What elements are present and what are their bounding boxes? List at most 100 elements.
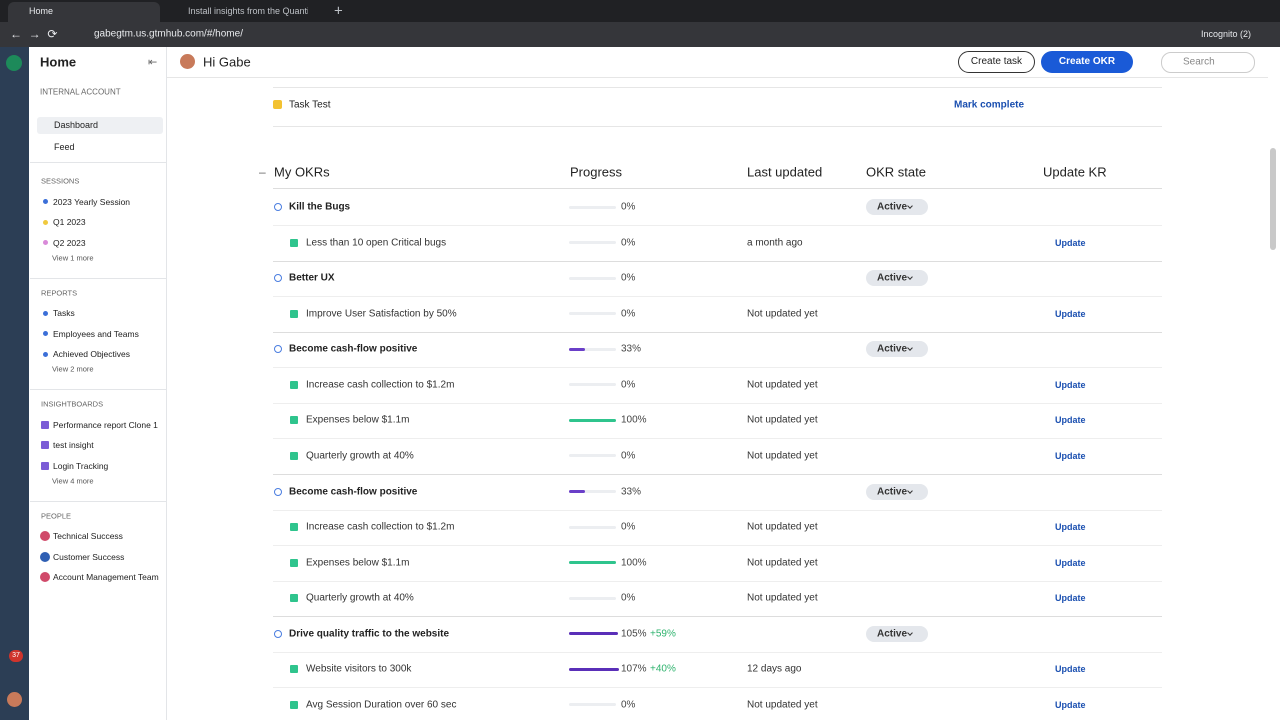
sidebar-item[interactable]: Tasks <box>53 308 75 318</box>
profile[interactable]: Incognito (2) <box>1201 29 1252 39</box>
objective-name[interactable]: Better UX <box>289 272 335 284</box>
state-pill[interactable] <box>866 483 928 500</box>
progress-label: 0% <box>621 450 636 462</box>
kr-name[interactable]: Website visitors to 300k <box>306 663 412 675</box>
item-icon <box>40 531 50 541</box>
scrollbar[interactable] <box>1270 148 1276 250</box>
section-title[interactable]: INSIGHTBOARDS <box>41 399 104 409</box>
kr-name[interactable]: Quarterly growth at 40% <box>306 450 414 462</box>
sidebar-item[interactable]: Achieved Objectives <box>53 349 131 359</box>
collapse[interactable]: ⇤ <box>148 56 158 69</box>
kr-name[interactable]: Less than 10 open Critical bugs <box>306 237 447 249</box>
tab-title[interactable]: Install insights from the Quantive <box>188 6 308 16</box>
kr-name[interactable]: Avg Session Duration over 60 sec <box>306 699 457 711</box>
row-line <box>273 651 1162 653</box>
state-pill[interactable] <box>866 341 928 358</box>
objective-name[interactable]: Become cash-flow positive <box>289 343 418 355</box>
kr-name[interactable]: Expenses below $1.1m <box>306 557 410 569</box>
sidebar-item[interactable]: Q2 2023 <box>53 237 86 248</box>
view-more[interactable]: View 4 more <box>52 476 94 485</box>
icon-rail <box>0 47 29 720</box>
row-line <box>273 687 1162 689</box>
sidebar-item[interactable]: test insight <box>53 440 94 450</box>
task-name[interactable]: Task Test <box>289 99 331 111</box>
update-link[interactable]: Update <box>1055 450 1086 461</box>
create-task-button[interactable]: Create task <box>958 51 1035 73</box>
sidebar-item[interactable]: Performance report Clone 1 <box>53 419 158 430</box>
column-header: Update KR <box>1043 164 1107 180</box>
update-link[interactable]: Update <box>1055 699 1086 710</box>
row-line <box>273 473 1162 475</box>
kr-name[interactable]: Expenses below $1.1m <box>306 414 410 426</box>
nav-buttons[interactable]: ← → ⟳ <box>10 27 58 41</box>
state-label[interactable]: Active <box>877 628 908 640</box>
objective-icon <box>274 629 282 638</box>
sidebar-item[interactable]: 2023 Yearly Session <box>53 196 131 207</box>
sidebar-item[interactable]: Login Tracking <box>53 460 109 471</box>
nav-item[interactable]: Dashboard <box>54 120 99 130</box>
progress-label: 0% <box>621 592 636 604</box>
objective-icon <box>274 274 282 283</box>
logo[interactable] <box>6 55 22 71</box>
kr-name[interactable]: Improve User Satisfaction by 50% <box>306 308 457 320</box>
view-more[interactable]: View 2 more <box>52 364 94 374</box>
progress-change: +59% <box>650 628 676 640</box>
objective-name[interactable]: Become cash-flow positive <box>289 486 418 498</box>
update-link[interactable]: Update <box>1055 415 1086 426</box>
search-placeholder[interactable]: Search <box>1183 56 1215 68</box>
column-header: OKR state <box>866 164 926 180</box>
state-pill[interactable] <box>866 270 928 287</box>
search-box[interactable] <box>1161 52 1255 73</box>
state-pill[interactable] <box>866 199 928 215</box>
collapse-okrs[interactable]: – <box>259 165 266 179</box>
kr-name[interactable]: Quarterly growth at 40% <box>306 592 414 604</box>
update-link[interactable]: Update <box>1055 557 1086 568</box>
objective-name[interactable]: Drive quality traffic to the website <box>289 628 450 640</box>
state-label[interactable]: Active <box>877 272 908 284</box>
progress-label: 105% <box>621 628 647 640</box>
update-link[interactable]: Update <box>1055 379 1086 390</box>
update-link[interactable]: Update <box>1055 237 1086 248</box>
avatar[interactable] <box>7 692 22 707</box>
nav-active <box>37 117 163 134</box>
url[interactable]: gabegtm.us.gtmhub.com/#/home/ <box>94 28 243 40</box>
progress-track <box>569 490 616 494</box>
row-line <box>273 438 1162 440</box>
sidebar-item[interactable]: Technical Success <box>53 531 123 541</box>
row-line <box>273 296 1162 298</box>
state-label[interactable]: Active <box>877 486 908 498</box>
update-link[interactable]: Update <box>1055 664 1086 675</box>
nav-item[interactable]: Feed <box>54 141 75 152</box>
last-updated: Not updated yet <box>747 414 818 426</box>
section-title[interactable]: SESSIONS <box>41 176 80 186</box>
kr-icon <box>290 451 298 460</box>
row-line <box>273 545 1162 547</box>
sidebar-item[interactable]: Employees and Teams <box>53 328 139 339</box>
create-okr-button[interactable]: Create OKR <box>1041 51 1133 73</box>
sidebar-item[interactable]: Q1 2023 <box>53 217 86 227</box>
section-title[interactable]: PEOPLE <box>41 511 72 520</box>
progress-bar <box>569 490 585 494</box>
update-link[interactable]: Update <box>1055 522 1086 533</box>
column-header: My OKRs <box>274 164 330 180</box>
state-label[interactable]: Active <box>877 201 908 213</box>
task-checkbox[interactable] <box>273 100 282 109</box>
last-updated: Not updated yet <box>747 450 818 462</box>
notification-badge[interactable]: 37 <box>9 650 23 662</box>
sidebar-item[interactable]: Account Management Team <box>53 572 159 582</box>
sidebar-item[interactable]: Customer Success <box>53 551 125 562</box>
kr-name[interactable]: Increase cash collection to $1.2m <box>306 379 455 391</box>
update-link[interactable]: Update <box>1055 308 1086 319</box>
new-tab[interactable]: + <box>334 2 343 20</box>
objective-name[interactable]: Kill the Bugs <box>289 201 351 213</box>
state-pill[interactable] <box>866 625 928 642</box>
kr-name[interactable]: Increase cash collection to $1.2m <box>306 521 455 533</box>
item-icon <box>42 240 48 245</box>
update-link[interactable]: Update <box>1055 593 1086 604</box>
mark-complete[interactable]: Mark complete <box>954 99 1025 111</box>
state-label[interactable]: Active <box>877 343 908 355</box>
tab[interactable] <box>8 2 160 22</box>
section-title[interactable]: REPORTS <box>41 288 78 297</box>
view-more[interactable]: View 1 more <box>52 253 94 262</box>
tab-title[interactable]: Home <box>29 6 54 16</box>
